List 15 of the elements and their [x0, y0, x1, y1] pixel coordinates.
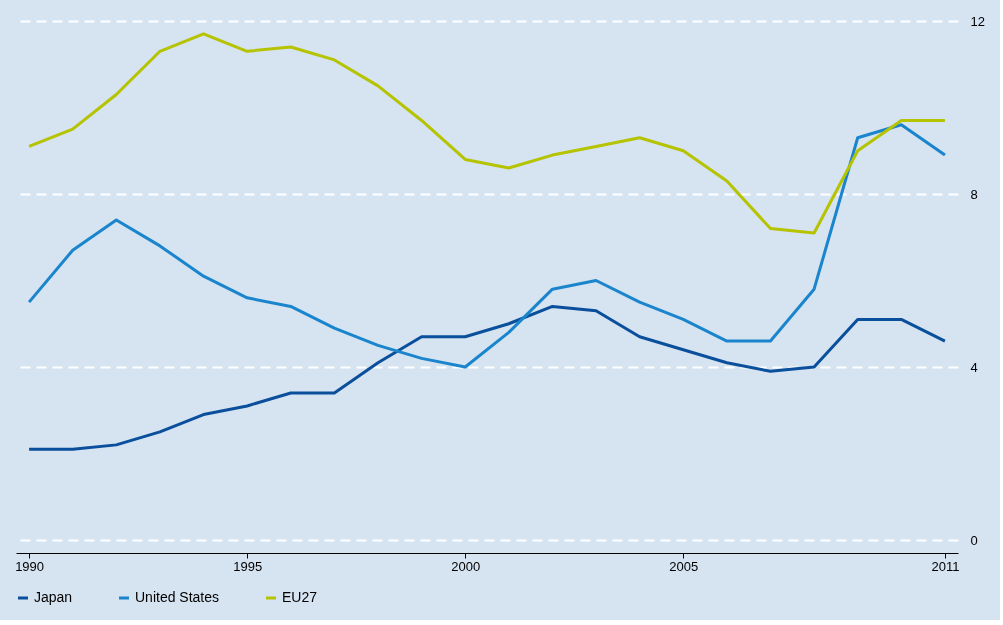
line-series — [27, 32, 947, 235]
legend-label: EU27 — [282, 589, 318, 605]
y-tick-label: 12 — [970, 13, 985, 29]
y-tick-label: 0 — [970, 532, 978, 548]
line-series — [27, 304, 947, 451]
x-tick-label: 2005 — [669, 558, 699, 574]
line-series — [27, 123, 947, 369]
y-tick-label: 8 — [970, 186, 978, 202]
x-tick-label: 1990 — [15, 558, 45, 574]
x-tick-label: 1995 — [233, 558, 263, 574]
y-tick-label: 4 — [970, 359, 978, 375]
x-tick-label: 2000 — [451, 558, 481, 574]
x-tick-label: 2011 — [931, 558, 960, 574]
legend-label: United States — [135, 589, 220, 605]
legend-label: Japan — [34, 589, 73, 605]
